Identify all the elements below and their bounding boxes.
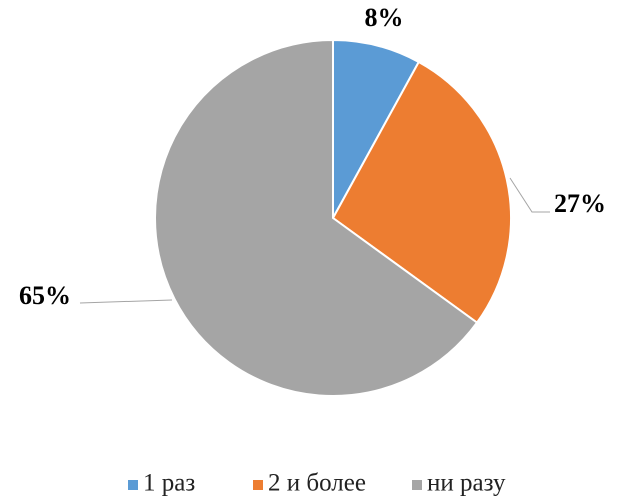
leader-line xyxy=(79,299,173,304)
data-label: 65% xyxy=(19,281,71,310)
pie-slice xyxy=(154,38,479,397)
legend-swatch xyxy=(128,480,138,490)
pie-slice xyxy=(332,38,421,219)
legend-label: 1 раз xyxy=(143,470,195,497)
pie-slice xyxy=(331,60,512,325)
legend-label: 2 и более xyxy=(268,470,366,497)
data-label: 8% xyxy=(365,3,404,32)
leader-line xyxy=(509,177,550,213)
data-label: 27% xyxy=(554,189,606,218)
legend-swatch xyxy=(412,480,422,490)
legend-swatch xyxy=(253,480,263,490)
legend-label: ни разу xyxy=(427,470,506,497)
